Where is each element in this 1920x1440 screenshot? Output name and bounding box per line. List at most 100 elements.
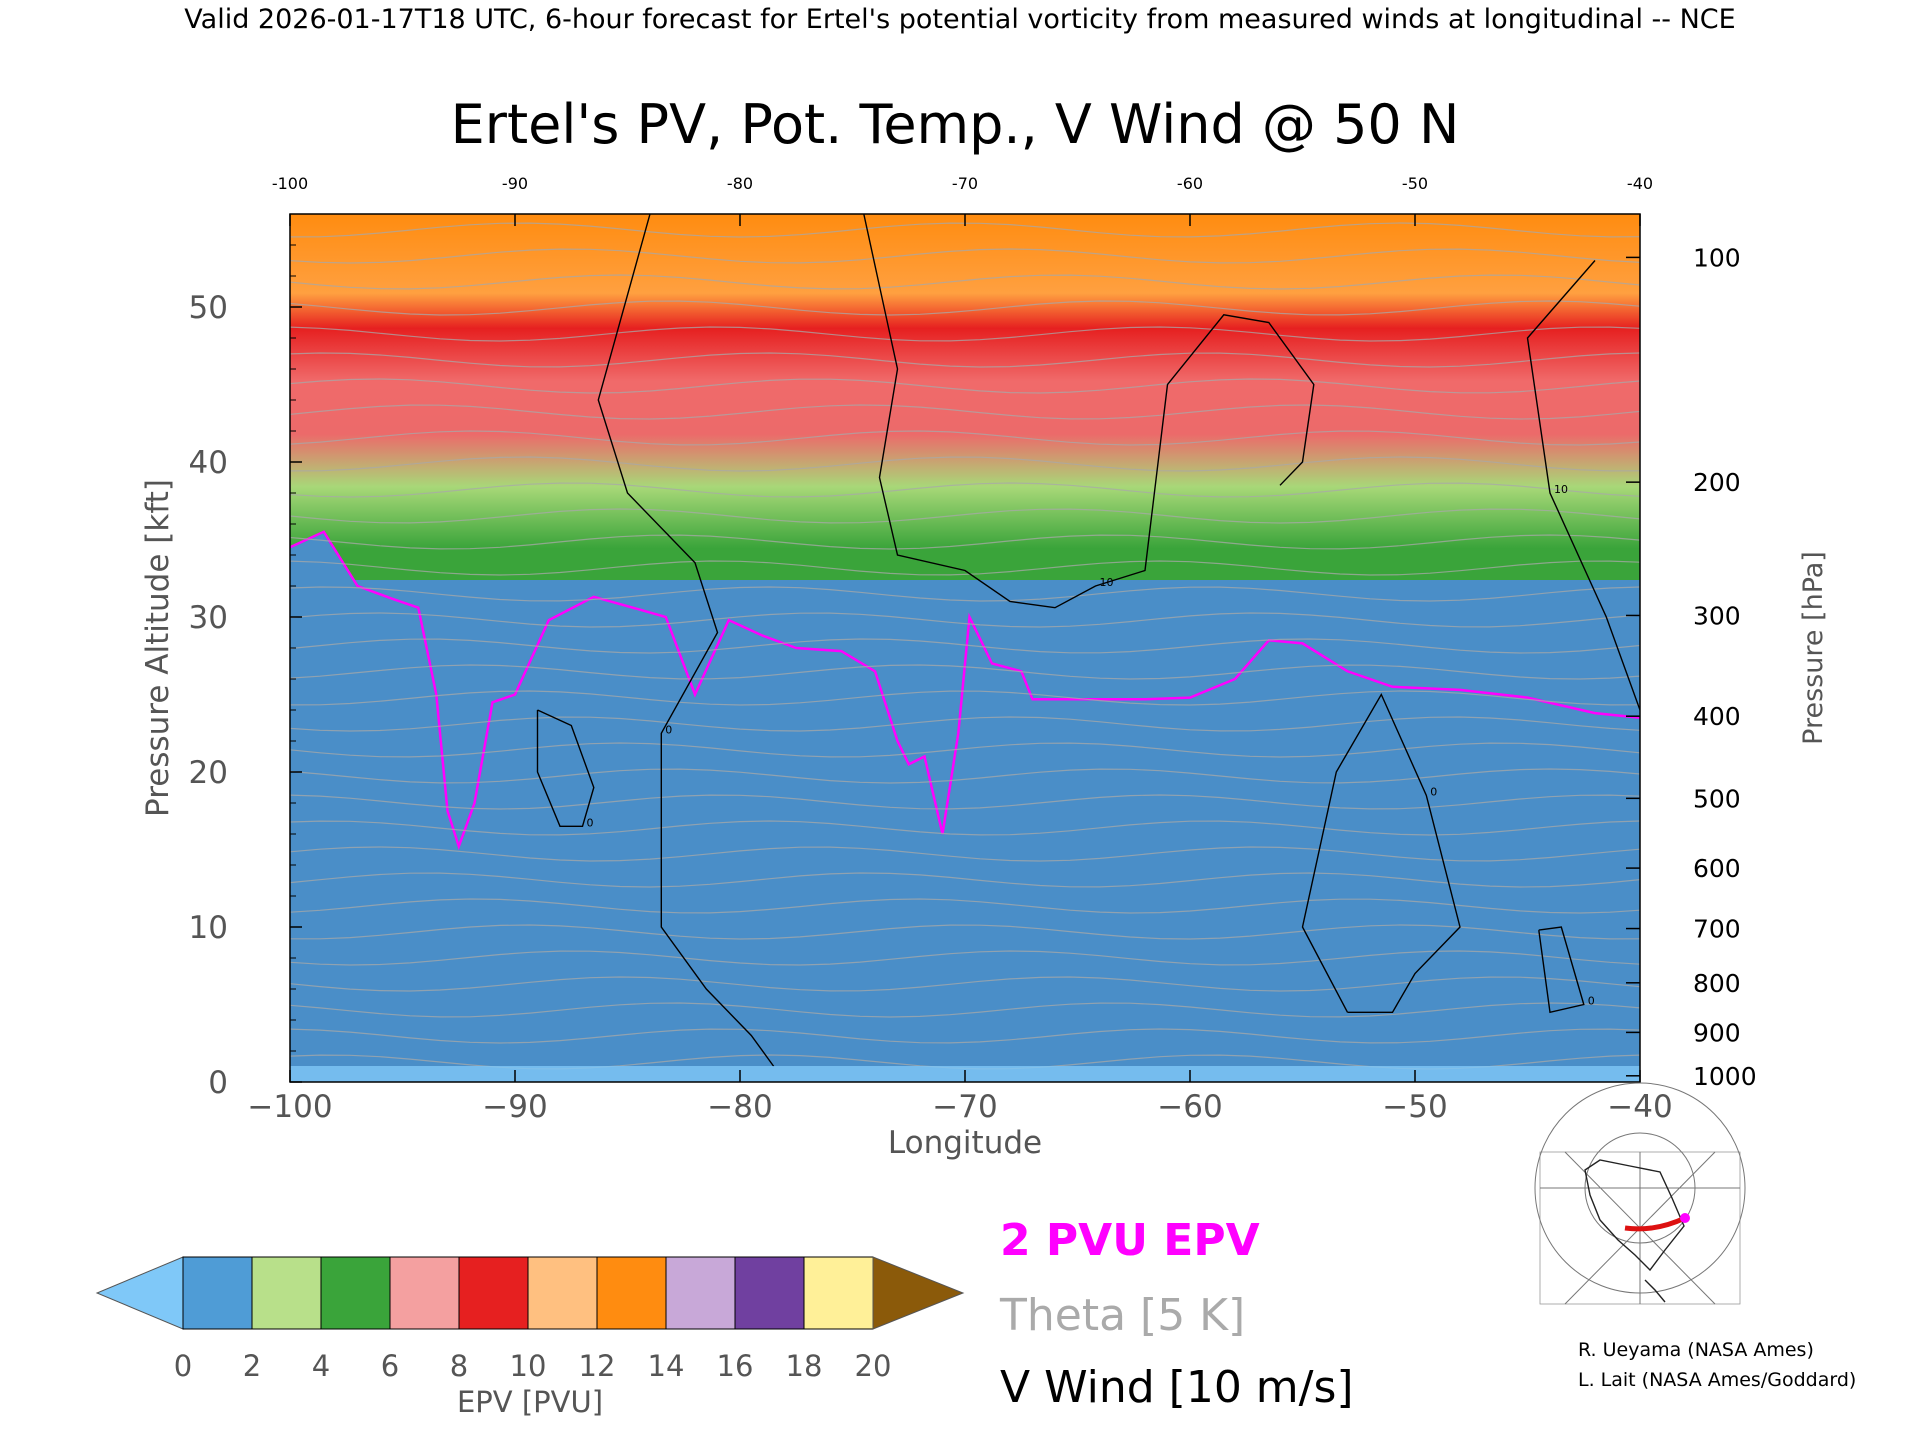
vwind-contour-label: 0: [665, 723, 672, 736]
theta-contour: [290, 197, 1640, 211]
y-axis-label: Pressure Altitude [kft]: [140, 479, 176, 817]
colorbar-segment: [596, 1256, 667, 1330]
vwind-contour-label: 0: [1588, 995, 1595, 1008]
vwind-contour-label: 0: [587, 816, 594, 829]
pressure-tick-label: 100: [1693, 243, 1741, 272]
theta-contour: [290, 716, 1640, 732]
theta-contour: [290, 976, 1640, 992]
x-axis-label: Longitude: [888, 1125, 1042, 1161]
colorbar-tick-label: 0: [174, 1349, 192, 1383]
colorbar-tick-label: 8: [450, 1349, 468, 1383]
colorbar-segment: [665, 1256, 736, 1330]
colorbar-segment: [458, 1256, 529, 1330]
theta-contour: [290, 898, 1640, 914]
pressure-tick-label: 500: [1693, 784, 1741, 813]
pressure-tick-label: 300: [1693, 601, 1741, 630]
theta-contour: [290, 1002, 1640, 1018]
y-tick-label: 10: [189, 910, 228, 946]
theta-contour: [290, 404, 1640, 420]
colorbar-high-arrow: [872, 1256, 965, 1330]
legend-vwind: V Wind [10 m/s]: [1000, 1362, 1354, 1413]
y-tick-label: 20: [189, 755, 228, 791]
colorbar-segment: [803, 1256, 874, 1330]
vwind-contour: [1301, 692, 1461, 1013]
colorbar-segment: [182, 1256, 253, 1330]
top-x-tick-label: -60: [1177, 174, 1203, 193]
colorbar-segment: [320, 1256, 391, 1330]
colorbar-segment: [527, 1256, 598, 1330]
colorbar-tick-label: 4: [312, 1349, 330, 1383]
theta-contour: [290, 560, 1640, 576]
theta-contour: [290, 924, 1640, 940]
x-tick-label: −80: [707, 1089, 772, 1125]
legend-pv2: 2 PVU EPV: [1000, 1215, 1260, 1266]
theta-contour: [290, 508, 1640, 524]
pressure-tick-label: 700: [1693, 915, 1741, 944]
vwind-contour: [536, 709, 595, 827]
colorbar-segment: [389, 1256, 460, 1330]
colorbar-tick-label: 16: [717, 1349, 754, 1383]
chart-title: Ertel's PV, Pot. Temp., V Wind @ 50 N: [451, 93, 1460, 156]
pressure-tick-label: 600: [1693, 854, 1741, 883]
top-x-tick-label: -40: [1627, 174, 1653, 193]
top-x-tick-label: -80: [727, 174, 753, 193]
pressure-tick-label: 200: [1693, 468, 1741, 497]
colorbar-tick-label: 18: [786, 1349, 823, 1383]
theta-contour: [290, 534, 1640, 550]
pressure-tick-label: 1000: [1693, 1062, 1757, 1091]
theta-contour: [290, 378, 1640, 394]
colorbar-low-arrow: [95, 1256, 184, 1330]
theta-contour: [290, 794, 1640, 810]
vwind-contour-label: 0: [1430, 785, 1437, 798]
vwind-contour-label: 10: [1100, 576, 1114, 589]
credit-line-2: L. Lait (NASA Ames/Goddard): [1578, 1369, 1856, 1391]
credit-line-1: R. Ueyama (NASA Ames): [1578, 1339, 1814, 1361]
vwind-contour: [1538, 926, 1585, 1014]
pressure-tick-label: 800: [1693, 969, 1741, 998]
pressure-tick-label: 900: [1693, 1018, 1741, 1047]
theta-contour: [290, 664, 1640, 680]
plot-area: 0 10 0 0 0 10: [290, 197, 1640, 1082]
colorbar-segment: [251, 1256, 322, 1330]
vwind-contour: [1526, 260, 1640, 711]
y-tick-label: 0: [208, 1065, 228, 1101]
top-x-tick-label: -90: [502, 174, 528, 193]
colorbar-tick-label: 2: [243, 1349, 261, 1383]
top-x-tick-label: -70: [952, 174, 978, 193]
pv2-boundary-line: [290, 530, 1640, 851]
vwind-contours: 0 10 0 0 0 10: [536, 214, 1640, 1067]
theta-contour: [290, 690, 1640, 706]
theta-contour: [290, 274, 1640, 290]
top-x-tick-label: -100: [272, 174, 308, 193]
colorbar-tick-label: 12: [579, 1349, 616, 1383]
legend-theta: Theta [5 K]: [999, 1290, 1245, 1341]
theta-contour: [290, 248, 1640, 264]
theta-contour: [290, 326, 1640, 342]
vwind-contour: [597, 214, 775, 1067]
y-tick-label: 30: [189, 600, 228, 636]
theta-contour: [290, 872, 1640, 888]
theta-contour: [290, 300, 1640, 316]
theta-contour: [290, 768, 1640, 784]
theta-contour: [290, 482, 1640, 498]
theta-contour: [290, 1028, 1640, 1044]
vwind-contour: [863, 214, 1315, 609]
theta-contours: [290, 197, 1640, 1070]
theta-contour: [290, 586, 1640, 602]
theta-contour: [290, 430, 1640, 446]
theta-contour: [290, 352, 1640, 368]
theta-contour: [290, 742, 1640, 758]
colorbar-tick-label: 14: [648, 1349, 685, 1383]
locator-map: [1534, 1082, 1746, 1305]
axes: −100 -100 −90 -90 −80 -80 −70 -70 −60 -60 −50 -50 −4…: [189, 174, 1757, 1125]
header-line: Valid 2026-01-17T18 UTC, 6-hour forecast…: [184, 4, 1735, 35]
theta-contour: [290, 820, 1640, 836]
x-tick-label: −90: [482, 1089, 547, 1125]
colorbar-tick-label: 20: [855, 1349, 892, 1383]
colorbar-tick-label: 6: [381, 1349, 399, 1383]
y-tick-label: 50: [189, 290, 228, 326]
x-tick-label: −60: [1157, 1089, 1222, 1125]
colorbar-tick-label: 10: [510, 1349, 547, 1383]
vwind-contour-label: 10: [1554, 483, 1568, 496]
